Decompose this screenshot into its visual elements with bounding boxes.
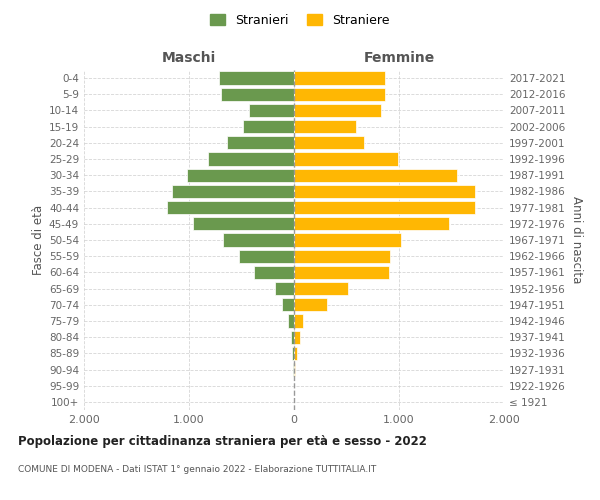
Bar — [167, 201, 294, 214]
Bar — [172, 185, 294, 198]
Bar — [294, 363, 295, 376]
Legend: Stranieri, Straniere: Stranieri, Straniere — [205, 8, 395, 32]
Bar — [208, 152, 294, 166]
Bar — [294, 314, 304, 328]
Bar — [294, 201, 475, 214]
Bar — [291, 330, 294, 344]
Bar — [294, 168, 457, 182]
Bar — [294, 330, 300, 344]
Bar — [294, 104, 381, 117]
Y-axis label: Anni di nascita: Anni di nascita — [570, 196, 583, 284]
Y-axis label: Fasce di età: Fasce di età — [32, 205, 45, 275]
Bar — [294, 136, 364, 149]
Text: Femmine: Femmine — [364, 51, 434, 65]
Bar — [220, 72, 294, 85]
Bar — [242, 120, 294, 134]
Bar — [294, 298, 326, 312]
Text: COMUNE DI MODENA - Dati ISTAT 1° gennaio 2022 - Elaborazione TUTTITALIA.IT: COMUNE DI MODENA - Dati ISTAT 1° gennaio… — [18, 465, 376, 474]
Bar — [223, 234, 294, 246]
Bar — [288, 314, 294, 328]
Bar — [275, 282, 294, 295]
Bar — [221, 88, 294, 101]
Bar — [294, 88, 385, 101]
Bar — [294, 250, 389, 263]
Bar — [292, 346, 294, 360]
Bar — [254, 266, 294, 279]
Bar — [239, 250, 294, 263]
Bar — [193, 217, 294, 230]
Bar — [294, 346, 296, 360]
Bar — [294, 152, 398, 166]
Bar — [294, 185, 475, 198]
Bar — [294, 234, 401, 246]
Bar — [187, 168, 294, 182]
Bar — [249, 104, 294, 117]
Text: Popolazione per cittadinanza straniera per età e sesso - 2022: Popolazione per cittadinanza straniera p… — [18, 435, 427, 448]
Bar — [283, 298, 294, 312]
Bar — [294, 217, 449, 230]
Bar — [294, 120, 356, 134]
Bar — [294, 72, 385, 85]
Bar — [294, 282, 347, 295]
Text: Maschi: Maschi — [162, 51, 216, 65]
Bar — [227, 136, 294, 149]
Bar — [294, 266, 389, 279]
